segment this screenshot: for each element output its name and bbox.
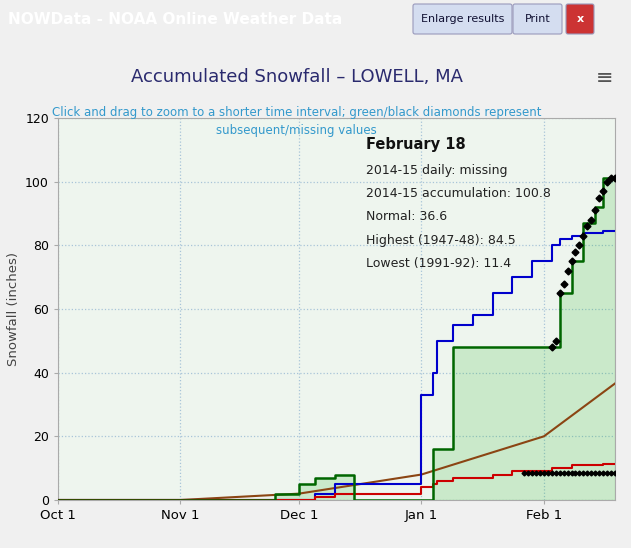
Text: NOWData - NOAA Online Weather Data: NOWData - NOAA Online Weather Data [8,12,342,26]
FancyBboxPatch shape [513,4,562,34]
Text: 2014-15 accumulation: 100.8: 2014-15 accumulation: 100.8 [365,187,550,200]
Y-axis label: Snowfall (inches): Snowfall (inches) [6,252,20,366]
Text: Accumulated Snowfall – LOWELL, MA: Accumulated Snowfall – LOWELL, MA [131,68,463,86]
Text: 2014-15 daily: missing: 2014-15 daily: missing [365,164,507,177]
FancyBboxPatch shape [413,4,512,34]
Text: Highest (1947-48): 84.5: Highest (1947-48): 84.5 [365,234,516,247]
Text: ≡: ≡ [596,68,614,88]
Text: Enlarge results: Enlarge results [421,14,504,24]
Text: Print: Print [524,14,550,24]
FancyBboxPatch shape [566,4,594,34]
Text: Click and drag to zoom to a shorter time interval; green/black diamonds represen: Click and drag to zoom to a shorter time… [52,106,541,137]
Text: Normal: 36.6: Normal: 36.6 [365,210,447,224]
Text: February 18: February 18 [365,137,465,152]
Text: x: x [577,14,584,24]
Text: Lowest (1991-92): 11.4: Lowest (1991-92): 11.4 [365,257,510,270]
